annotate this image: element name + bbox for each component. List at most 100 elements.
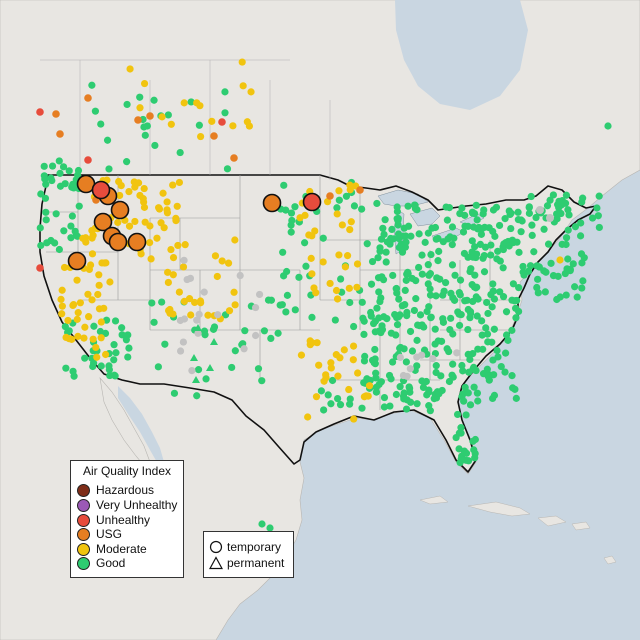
station-good	[221, 88, 229, 96]
station-good	[360, 317, 368, 325]
station-moderate	[224, 259, 233, 267]
station-moderate	[340, 346, 348, 354]
station-good	[360, 330, 368, 339]
station-moderate	[74, 332, 82, 340]
station-no-data	[193, 316, 201, 324]
station-good	[473, 389, 482, 397]
station-no-data	[396, 353, 404, 362]
station-good	[75, 202, 83, 210]
station-good	[430, 395, 438, 403]
good-swatch-icon	[77, 556, 90, 570]
station-good	[457, 455, 465, 463]
station-good	[346, 298, 354, 307]
station-good	[388, 358, 397, 366]
station-good	[202, 375, 210, 383]
very-unhealthy-swatch-icon	[77, 498, 90, 512]
station-good	[469, 209, 477, 217]
station-good	[402, 358, 410, 366]
station-moderate	[169, 271, 177, 279]
station-moderate	[320, 377, 328, 385]
station-good	[485, 224, 493, 232]
station-good	[507, 224, 515, 233]
station-good	[74, 166, 83, 175]
station-no-data	[186, 274, 195, 282]
station-moderate	[312, 393, 321, 401]
station-no-data	[200, 288, 208, 296]
station-good	[496, 257, 504, 265]
station-good	[474, 345, 482, 353]
station-good	[461, 383, 469, 391]
legend-item-unhealthy: Unhealthy	[77, 513, 150, 527]
moderate-swatch-icon	[77, 542, 90, 556]
station-good	[161, 340, 169, 348]
station-good	[512, 314, 520, 322]
station-good	[578, 198, 586, 206]
station-good	[448, 371, 456, 379]
station-good	[73, 232, 81, 240]
station-good	[464, 389, 472, 397]
station-good	[593, 204, 601, 212]
station-moderate	[208, 117, 216, 125]
station-good	[386, 402, 394, 410]
station-good	[439, 315, 447, 323]
station-good	[380, 393, 389, 402]
station-no-data	[176, 347, 185, 355]
station-good	[413, 336, 421, 344]
station-good	[380, 403, 389, 411]
station-usg	[52, 110, 60, 118]
station-good	[266, 524, 274, 532]
station-good	[380, 230, 388, 239]
station-good	[267, 334, 275, 343]
station-moderate	[136, 104, 144, 112]
station-moderate	[60, 263, 69, 272]
station-good	[118, 331, 126, 339]
legend-label: Good	[96, 556, 126, 570]
station-good	[370, 359, 378, 367]
station-good	[501, 215, 509, 223]
station-good	[457, 424, 465, 432]
station-good	[499, 264, 507, 272]
station-no-data	[180, 256, 188, 264]
station-good	[385, 371, 394, 380]
station-markers	[36, 58, 612, 532]
station-good	[404, 222, 413, 230]
station-good	[369, 319, 378, 328]
station-good	[67, 234, 75, 242]
station-good	[88, 81, 96, 89]
station-good	[62, 364, 70, 372]
station-good	[105, 362, 113, 370]
station-good	[105, 165, 113, 173]
station-good	[534, 275, 542, 283]
station-good	[528, 221, 536, 229]
station-good	[460, 397, 468, 405]
station-moderate	[88, 234, 96, 242]
station-good	[228, 363, 236, 372]
station-good	[287, 228, 295, 236]
station-good	[59, 163, 68, 171]
station-good	[465, 368, 473, 376]
station-good	[334, 395, 342, 403]
station-moderate	[181, 241, 189, 249]
station-good	[564, 255, 572, 263]
station-good	[400, 232, 408, 240]
station-moderate	[82, 238, 90, 246]
station-good	[366, 376, 374, 384]
station-good	[479, 210, 487, 218]
station-good	[445, 377, 454, 386]
station-moderate	[218, 257, 226, 265]
station-good	[577, 250, 586, 258]
station-good	[122, 336, 130, 344]
station-moderate	[174, 241, 182, 250]
station-good	[569, 260, 577, 268]
station-good	[51, 239, 59, 247]
station-good	[295, 273, 303, 281]
station-moderate	[114, 218, 122, 227]
station-good	[470, 446, 478, 454]
station-good	[374, 254, 382, 262]
station-good	[48, 162, 57, 170]
station-moderate	[307, 254, 315, 262]
station-good	[564, 226, 572, 234]
station-good	[557, 209, 565, 218]
aqi-legend: Air Quality Index Hazardous Very Unhealt…	[70, 460, 184, 578]
station-good	[524, 267, 533, 275]
